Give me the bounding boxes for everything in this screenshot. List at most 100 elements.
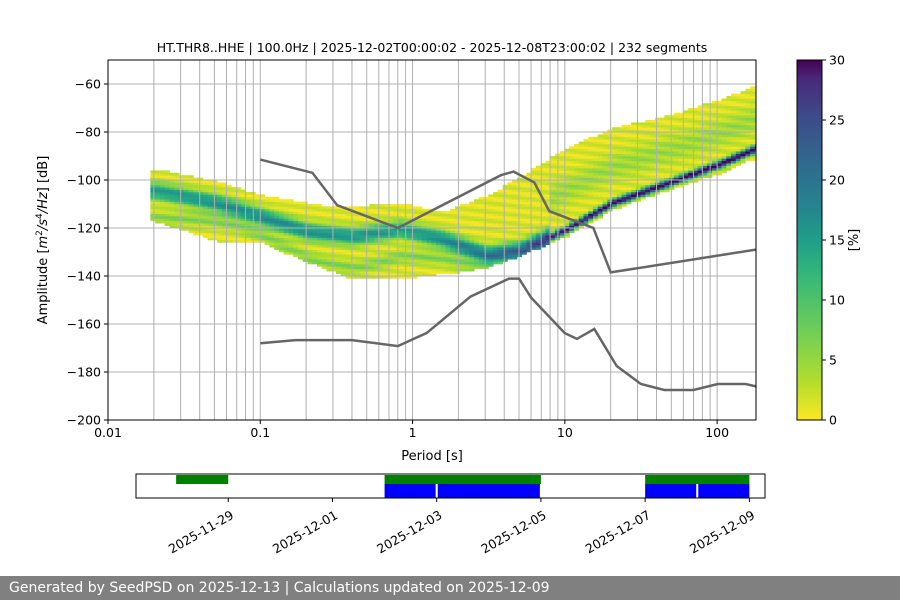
histogram-cell xyxy=(355,235,361,238)
histogram-cell xyxy=(288,247,294,250)
histogram-cell xyxy=(388,242,394,246)
histogram-cell xyxy=(336,256,342,260)
histogram-cell xyxy=(445,261,451,265)
histogram-cell xyxy=(645,194,651,198)
histogram-cell xyxy=(469,261,475,265)
histogram-cell xyxy=(207,192,213,195)
histogram-cell xyxy=(355,264,361,267)
histogram-cell xyxy=(588,146,594,150)
histogram-cell xyxy=(740,115,746,118)
histogram-cell xyxy=(564,160,570,164)
histogram-cell xyxy=(488,237,494,241)
histogram-cell xyxy=(278,230,285,234)
histogram-cell xyxy=(697,117,703,121)
histogram-cell xyxy=(593,211,599,214)
histogram-cell xyxy=(502,235,508,238)
histogram-cell xyxy=(488,218,494,222)
histogram-cell xyxy=(612,168,618,171)
histogram-cell xyxy=(326,216,332,219)
histogram-cell xyxy=(574,196,580,200)
histogram-cell xyxy=(188,199,194,202)
histogram-cell xyxy=(236,235,242,238)
histogram-cell xyxy=(293,216,299,219)
histogram-cell xyxy=(745,115,751,118)
histogram-cell xyxy=(207,180,213,183)
histogram-cell xyxy=(602,192,608,195)
histogram-cell xyxy=(621,204,627,207)
histogram-cell xyxy=(474,204,480,207)
histogram-cell xyxy=(693,177,699,181)
histogram-cell xyxy=(412,261,418,265)
histogram-cell xyxy=(331,244,337,248)
histogram-cell xyxy=(716,156,722,159)
histogram-cell xyxy=(288,240,294,243)
histogram-cell xyxy=(236,240,242,243)
histogram-cell xyxy=(626,139,632,142)
histogram-cell xyxy=(150,170,156,174)
histogram-cell xyxy=(416,256,423,260)
histogram-cell xyxy=(574,182,580,186)
histogram-cell xyxy=(160,177,166,181)
histogram-cell xyxy=(631,196,637,200)
histogram-cell xyxy=(393,223,399,226)
y-axis: −60−80−100−120−140−160−180−200 xyxy=(67,77,108,428)
histogram-cell xyxy=(693,160,699,164)
histogram-cell xyxy=(455,254,461,258)
histogram-cell xyxy=(754,110,756,114)
histogram-cell xyxy=(202,216,208,219)
histogram-cell xyxy=(635,122,641,126)
histogram-cell xyxy=(393,220,399,224)
histogram-cell xyxy=(535,165,542,169)
histogram-cell xyxy=(593,201,599,205)
histogram-cell xyxy=(179,180,185,183)
histogram-cell xyxy=(673,180,680,183)
histogram-cell xyxy=(359,249,365,253)
histogram-cell xyxy=(716,115,722,118)
histogram-cell xyxy=(274,199,280,202)
histogram-cell xyxy=(488,261,494,265)
histogram-cell xyxy=(450,216,456,219)
histogram-cell xyxy=(545,211,551,214)
histogram-cell xyxy=(345,213,351,217)
histogram-cell xyxy=(198,216,204,219)
histogram-cell xyxy=(659,124,665,128)
histogram-cell xyxy=(174,172,180,176)
histogram-cell xyxy=(569,184,575,188)
histogram-cell xyxy=(340,273,346,277)
histogram-cell xyxy=(255,216,261,219)
histogram-cell xyxy=(421,247,427,250)
histogram-cell xyxy=(664,139,670,142)
histogram-cell xyxy=(350,252,356,255)
histogram-cell xyxy=(445,268,451,272)
histogram-cell xyxy=(298,240,304,243)
histogram-cell xyxy=(550,230,556,234)
histogram-cell xyxy=(659,117,665,121)
chart-title: HT.THR8..HHE | 100.0Hz | 2025-12-02T00:0… xyxy=(157,40,708,55)
histogram-cell xyxy=(350,230,356,234)
histogram-cell xyxy=(231,230,237,234)
histogram-cell xyxy=(436,256,442,260)
histogram-cell xyxy=(731,129,737,133)
histogram-cell xyxy=(626,182,632,186)
histogram-cell xyxy=(716,160,722,164)
histogram-cell xyxy=(378,230,385,234)
histogram-cell xyxy=(307,232,313,236)
histogram-cell xyxy=(164,184,170,188)
histogram-cell xyxy=(450,268,456,272)
histogram-cell xyxy=(231,211,237,214)
histogram-cell xyxy=(193,213,199,217)
histogram-cell xyxy=(578,194,584,198)
histogram-cell xyxy=(497,259,503,262)
histogram-cell xyxy=(693,112,699,116)
histogram-cell xyxy=(397,211,404,214)
histogram-cell xyxy=(359,216,365,219)
histogram-cell xyxy=(578,160,584,164)
histogram-cell xyxy=(393,244,399,248)
histogram-cell xyxy=(545,187,551,190)
histogram-cell xyxy=(669,148,675,152)
histogram-cell xyxy=(221,230,227,234)
histogram-cell xyxy=(326,218,332,222)
histogram-cell xyxy=(431,240,437,243)
histogram-cell xyxy=(545,196,551,200)
histogram-cell xyxy=(350,261,356,265)
